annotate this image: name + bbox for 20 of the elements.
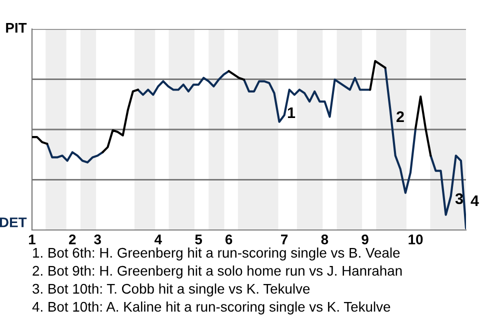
text: PIT (6, 23, 27, 33)
x-tick-label: 6 (225, 234, 232, 244)
x-tick-label: 9 (362, 234, 368, 244)
x-tick-label: 3 (94, 234, 101, 244)
x-tick-label: 4 (154, 234, 162, 244)
text: DET (0, 218, 27, 228)
x-tick-label: 10 (408, 234, 423, 244)
annotation: 3 (455, 193, 463, 204)
x-tick-label: 1 (29, 234, 36, 244)
text: 1. Bot 6th: H. Greenberg hit a run-scoring single vs B. Veale (33, 248, 400, 260)
annotation: 1 (288, 107, 296, 118)
text: 4 (470, 195, 479, 206)
text: 2. Bot 9th: H. Greenberg hit a solo home run vs J. Hanrahan (32, 266, 402, 278)
annotation: 2 (396, 111, 404, 122)
text: 4. Bot 10th: A. Kaline hit a run-scoring single vs K. Tekulve (32, 302, 390, 314)
x-tick-label: 7 (281, 234, 288, 244)
x-tick-label: 2 (68, 234, 76, 244)
x-tick-label: 5 (195, 234, 202, 244)
x-tick-label: 8 (321, 234, 328, 244)
text: 3. Bot 10th: T. Cobb hit a single vs K. Tekulve (32, 284, 310, 296)
